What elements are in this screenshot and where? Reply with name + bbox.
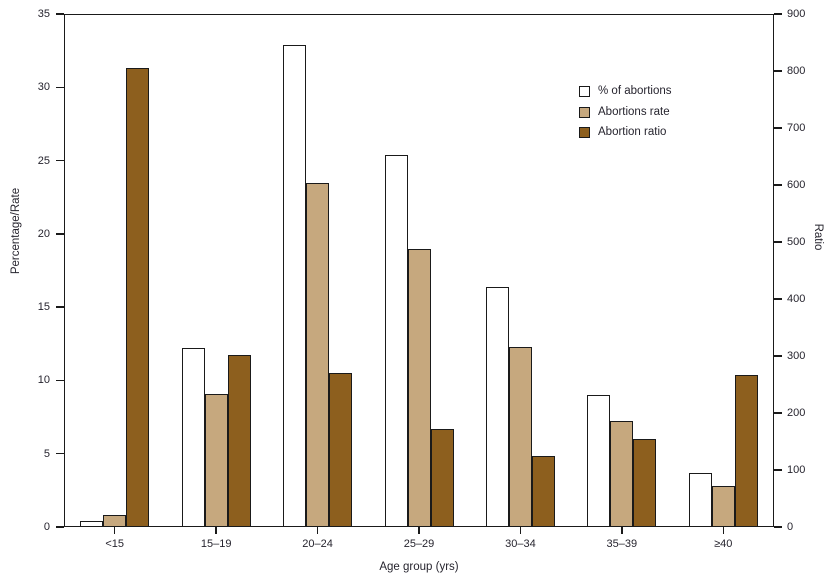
bar-of-abortions-15-19	[181, 348, 205, 527]
bar-abortions-rate-20-24	[306, 182, 330, 527]
x-axis-tick-label: 15–19	[200, 538, 232, 550]
bar-abortions-rate-30-34	[508, 346, 532, 527]
left-axis-tick-label: 0	[43, 521, 50, 533]
left-axis-tick-label: 5	[43, 447, 50, 460]
right-axis-tick	[774, 127, 782, 129]
x-axis-tick	[316, 527, 319, 534]
left-axis-tick	[56, 452, 64, 455]
left-axis-tick	[56, 526, 64, 528]
bar-abortion-ratio-20-24	[329, 372, 353, 527]
right-axis-tick	[774, 526, 782, 528]
bar-abortion-ratio-40	[734, 374, 758, 527]
x-axis-tick-label: 25–29	[403, 538, 435, 550]
x-axis-tick-label: 20–24	[302, 538, 333, 550]
x-axis-tick	[519, 527, 522, 534]
x-axis-title: Age group (yrs)	[379, 561, 459, 573]
bar-abortions-rate-25-29	[407, 248, 431, 527]
x-axis-tick-label: 35–39	[606, 538, 638, 550]
right-axis-tick	[774, 70, 782, 72]
right-axis-tick-label: 100	[787, 464, 806, 476]
x-axis-tick	[722, 527, 725, 534]
bar-abortions-rate-15	[103, 515, 127, 527]
right-axis-tick-label: 900	[787, 8, 806, 20]
bar-of-abortions-20-24	[283, 44, 307, 527]
legend-label-abortions-rate: Abortions rate	[598, 105, 670, 118]
x-axis-tick-label: <15	[105, 538, 125, 550]
right-axis-tick	[774, 469, 782, 471]
bar-abortion-ratio-25-29	[430, 428, 454, 527]
legend-label-abortion-ratio: Abortion ratio	[598, 126, 667, 139]
left-axis-tick	[56, 233, 64, 235]
left-axis-tick	[56, 159, 64, 162]
right-axis-tick-label: 600	[787, 179, 806, 191]
right-axis-tick	[774, 184, 782, 186]
bar-abortions-rate-15-19	[204, 393, 228, 527]
right-axis-tick-label: 800	[787, 65, 806, 77]
bar-of-abortions-15	[80, 521, 104, 527]
right-axis-tick	[774, 13, 782, 15]
left-axis-tick	[56, 306, 64, 308]
x-axis-tick-label: 30–34	[505, 538, 536, 550]
left-axis-tick-label: 20	[37, 227, 50, 240]
bar-of-abortions-30-34	[485, 286, 509, 527]
bar-abortion-ratio-15	[126, 68, 150, 527]
legend-swatch-abortion-ratio	[579, 127, 590, 139]
right-axis-tick-label: 0	[787, 521, 794, 533]
bar-abortion-ratio-35-39	[633, 439, 657, 527]
legend-swatch-abortions-rate	[579, 106, 590, 118]
right-axis-tick-label: 500	[787, 236, 806, 248]
left-axis-tick	[56, 86, 64, 89]
bar-of-abortions-40	[688, 472, 712, 527]
left-axis-tick-label: 10	[37, 374, 50, 387]
right-axis-tick	[774, 412, 782, 414]
bar-abortion-ratio-15-19	[227, 354, 251, 527]
bar-abortion-ratio-30-34	[531, 455, 555, 527]
left-axis-tick-label: 25	[37, 154, 50, 167]
right-axis-tick	[774, 298, 782, 300]
x-axis-tick	[215, 527, 217, 534]
left-axis-tick	[56, 13, 64, 15]
right-axis-tick-label: 400	[787, 293, 806, 305]
x-axis-tick	[418, 527, 420, 534]
bar-of-abortions-35-39	[587, 395, 611, 527]
right-axis-tick-label: 300	[787, 350, 806, 362]
bar-of-abortions-25-29	[384, 154, 408, 527]
left-axis-tick-label: 30	[37, 81, 50, 94]
left-axis-tick	[56, 379, 64, 382]
left-axis-tick-label: 35	[37, 8, 50, 20]
right-axis-tick-label: 200	[787, 407, 806, 419]
legend-label-of-abortions: % of abortions	[598, 85, 672, 97]
right-axis-tick	[774, 241, 782, 243]
legend-swatch-of-abortions	[579, 86, 590, 97]
left-axis-tick-label: 15	[37, 301, 50, 314]
bar-abortions-rate-35-39	[610, 421, 634, 527]
right-axis-tick	[774, 355, 782, 357]
bar-abortions-rate-40	[711, 485, 735, 527]
x-axis-tick	[621, 527, 623, 534]
x-axis-tick-label: ≥40	[714, 538, 733, 550]
x-axis-tick	[113, 527, 116, 534]
right-axis-tick-label: 700	[787, 122, 806, 134]
